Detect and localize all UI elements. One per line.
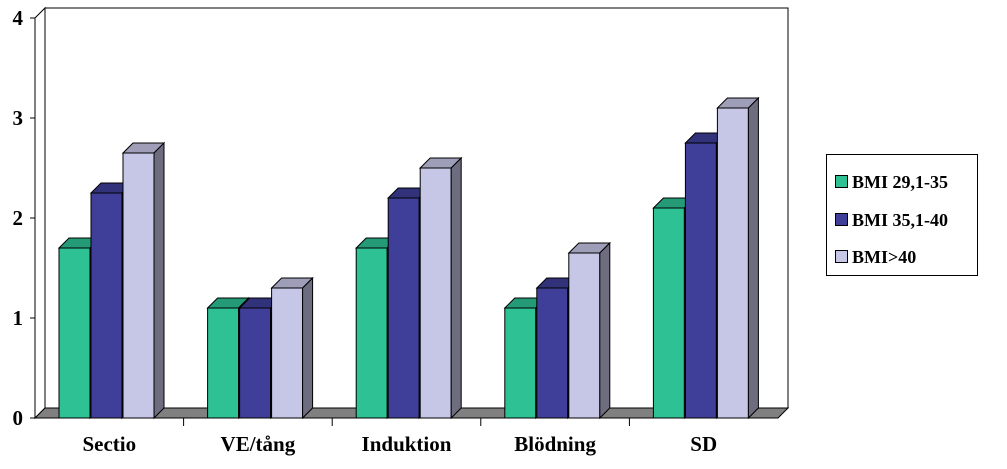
- bar-side: [599, 241, 611, 420]
- category-label: Blödning: [514, 432, 596, 456]
- y-tick-label: 4: [13, 6, 24, 30]
- bar: [271, 287, 304, 419]
- y-tick-label: 2: [13, 206, 24, 230]
- bar-side: [747, 96, 759, 420]
- bar: [652, 207, 685, 419]
- category-label: Induktion: [362, 432, 452, 456]
- y-tick-label: 0: [13, 406, 24, 430]
- category-label: Sectio: [82, 432, 136, 456]
- bar: [536, 287, 569, 419]
- y-tick-label: 3: [13, 106, 24, 130]
- bar: [207, 307, 240, 419]
- category-label: SD: [690, 432, 717, 456]
- bar: [504, 307, 537, 419]
- axes: Sectio VE/tång Induktion Blödning SD 0 1 2 3 4: [13, 6, 778, 456]
- bar: [58, 247, 91, 419]
- legend-label-series-1: BMI 29,1-35: [852, 172, 948, 192]
- bar: [122, 152, 155, 419]
- bar-side: [302, 276, 314, 420]
- bar: [387, 197, 420, 419]
- bars: [57, 96, 760, 420]
- side-wall: [34, 6, 46, 420]
- bar-side: [153, 141, 165, 420]
- legend-label-series-2: BMI 35,1-40: [852, 210, 948, 230]
- bar: [419, 167, 452, 419]
- y-tick-label: 1: [13, 306, 24, 330]
- legend-label-series-3: BMI>40: [852, 247, 917, 267]
- bar: [355, 247, 388, 419]
- category-label: VE/tång: [221, 432, 296, 456]
- bar: [568, 252, 601, 419]
- legend-swatch-series-2: [835, 213, 848, 226]
- legend-swatch-series-3: [835, 250, 848, 263]
- legend-swatch-series-1: [835, 175, 848, 188]
- bar: [239, 307, 272, 419]
- legend: BMI 29,1-35 BMI 35,1-40 BMI>40: [826, 154, 978, 276]
- bar: [684, 142, 717, 419]
- bar: [716, 107, 749, 419]
- bar: [90, 192, 123, 419]
- bar-side: [450, 156, 462, 420]
